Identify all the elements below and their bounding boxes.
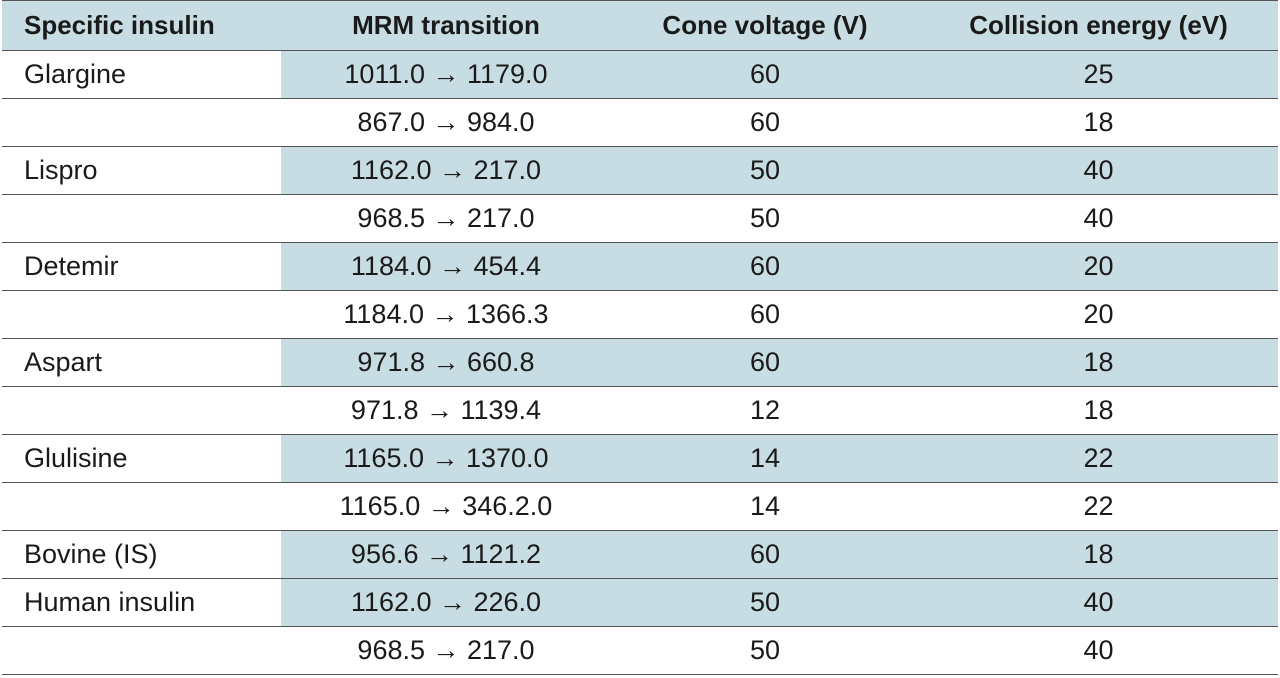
header-specific-insulin: Specific insulin [24, 10, 215, 40]
insulin-name-cell: Detemir [2, 243, 281, 290]
cone-voltage-cell: 14 [611, 435, 919, 482]
collision-energy-cell: 18 [1083, 395, 1114, 425]
cone-voltage-cell: 60 [749, 107, 781, 137]
collision-energy-cell: 18 [1083, 107, 1114, 137]
table-row: Glargine 1011.0 → 1179.0 60 25 [2, 51, 1278, 99]
header-collision-energy: Collision energy (eV) [969, 10, 1228, 40]
mrm-transition-cell: 971.8 → 1139.4 [350, 395, 542, 425]
table-row: 968.5 → 217.0 50 40 [2, 627, 1278, 675]
insulin-name-cell [2, 483, 281, 530]
collision-energy-cell: 22 [919, 435, 1278, 482]
insulin-name-cell [2, 99, 281, 146]
mrm-transition-cell: 968.5 → 217.0 [357, 635, 535, 665]
header-mrm-transition: MRM transition [352, 10, 540, 40]
table-row: 1184.0 → 1366.3 60 20 [2, 291, 1278, 339]
table-row: 867.0 → 984.0 60 18 [2, 99, 1278, 147]
insulin-name-cell [2, 195, 281, 242]
collision-energy-cell: 20 [1083, 299, 1114, 329]
collision-energy-cell: 40 [1083, 203, 1114, 233]
table-row: Lispro 1162.0 → 217.0 50 40 [2, 147, 1278, 195]
cone-voltage-cell: 50 [749, 635, 781, 665]
mrm-transition-cell: 1165.0 → 346.2.0 [339, 491, 553, 521]
table-row: 971.8 → 1139.4 12 18 [2, 387, 1278, 435]
insulin-name-cell: Human insulin [2, 579, 281, 626]
cone-voltage-cell: 50 [611, 147, 919, 194]
mrm-transition-cell: 971.8 → 660.8 [281, 339, 611, 386]
table-row: Aspart 971.8 → 660.8 60 18 [2, 339, 1278, 387]
mrm-transition-cell: 1184.0 → 454.4 [281, 243, 611, 290]
insulin-name-cell: Lispro [2, 147, 281, 194]
table-row: 1165.0 → 346.2.0 14 22 [2, 483, 1278, 531]
cone-voltage-cell: 50 [611, 579, 919, 626]
mrm-transition-cell: 1162.0 → 217.0 [281, 147, 611, 194]
collision-energy-cell: 20 [919, 243, 1278, 290]
insulin-name-cell [2, 387, 281, 434]
header-cone-voltage: Cone voltage (V) [662, 10, 868, 40]
cone-voltage-cell: 60 [749, 299, 781, 329]
insulin-name-cell: Glargine [2, 51, 281, 98]
collision-energy-cell: 22 [1083, 491, 1114, 521]
table-row: Bovine (IS) 956.6 → 1121.2 60 18 [2, 531, 1278, 579]
insulin-name-cell [2, 627, 281, 674]
cone-voltage-cell: 60 [611, 51, 919, 98]
collision-energy-cell: 40 [919, 579, 1278, 626]
insulin-name-cell: Aspart [2, 339, 281, 386]
cone-voltage-cell: 14 [749, 491, 781, 521]
cone-voltage-cell: 12 [749, 395, 781, 425]
mrm-transition-cell: 968.5 → 217.0 [357, 203, 535, 233]
cone-voltage-cell: 50 [749, 203, 781, 233]
cone-voltage-cell: 60 [611, 531, 919, 578]
table-body: Glargine 1011.0 → 1179.0 60 25 867.0 → 984.0… [2, 51, 1278, 675]
mrm-transition-cell: 1162.0 → 226.0 [281, 579, 611, 626]
table-row: Human insulin 1162.0 → 226.0 50 40 [2, 579, 1278, 627]
cone-voltage-cell: 60 [611, 339, 919, 386]
table-row: 968.5 → 217.0 50 40 [2, 195, 1278, 243]
mrm-transition-cell: 1184.0 → 1366.3 [343, 299, 549, 329]
table-row: Detemir 1184.0 → 454.4 60 20 [2, 243, 1278, 291]
collision-energy-cell: 40 [1083, 635, 1114, 665]
collision-energy-cell: 40 [919, 147, 1278, 194]
table-row: Glulisine 1165.0 → 1370.0 14 22 [2, 435, 1278, 483]
mrm-transition-cell: 1165.0 → 1370.0 [281, 435, 611, 482]
collision-energy-cell: 18 [919, 339, 1278, 386]
insulin-name-cell: Bovine (IS) [2, 531, 281, 578]
collision-energy-cell: 18 [919, 531, 1278, 578]
mrm-transition-cell: 956.6 → 1121.2 [281, 531, 611, 578]
table-header-row: Specific insulin MRM transition Cone vol… [2, 1, 1278, 51]
mrm-transition-cell: 1011.0 → 1179.0 [281, 51, 611, 98]
insulin-name-cell [2, 291, 281, 338]
mrm-transition-cell: 867.0 → 984.0 [357, 107, 535, 137]
collision-energy-cell: 25 [919, 51, 1278, 98]
insulin-name-cell: Glulisine [2, 435, 281, 482]
cone-voltage-cell: 60 [611, 243, 919, 290]
